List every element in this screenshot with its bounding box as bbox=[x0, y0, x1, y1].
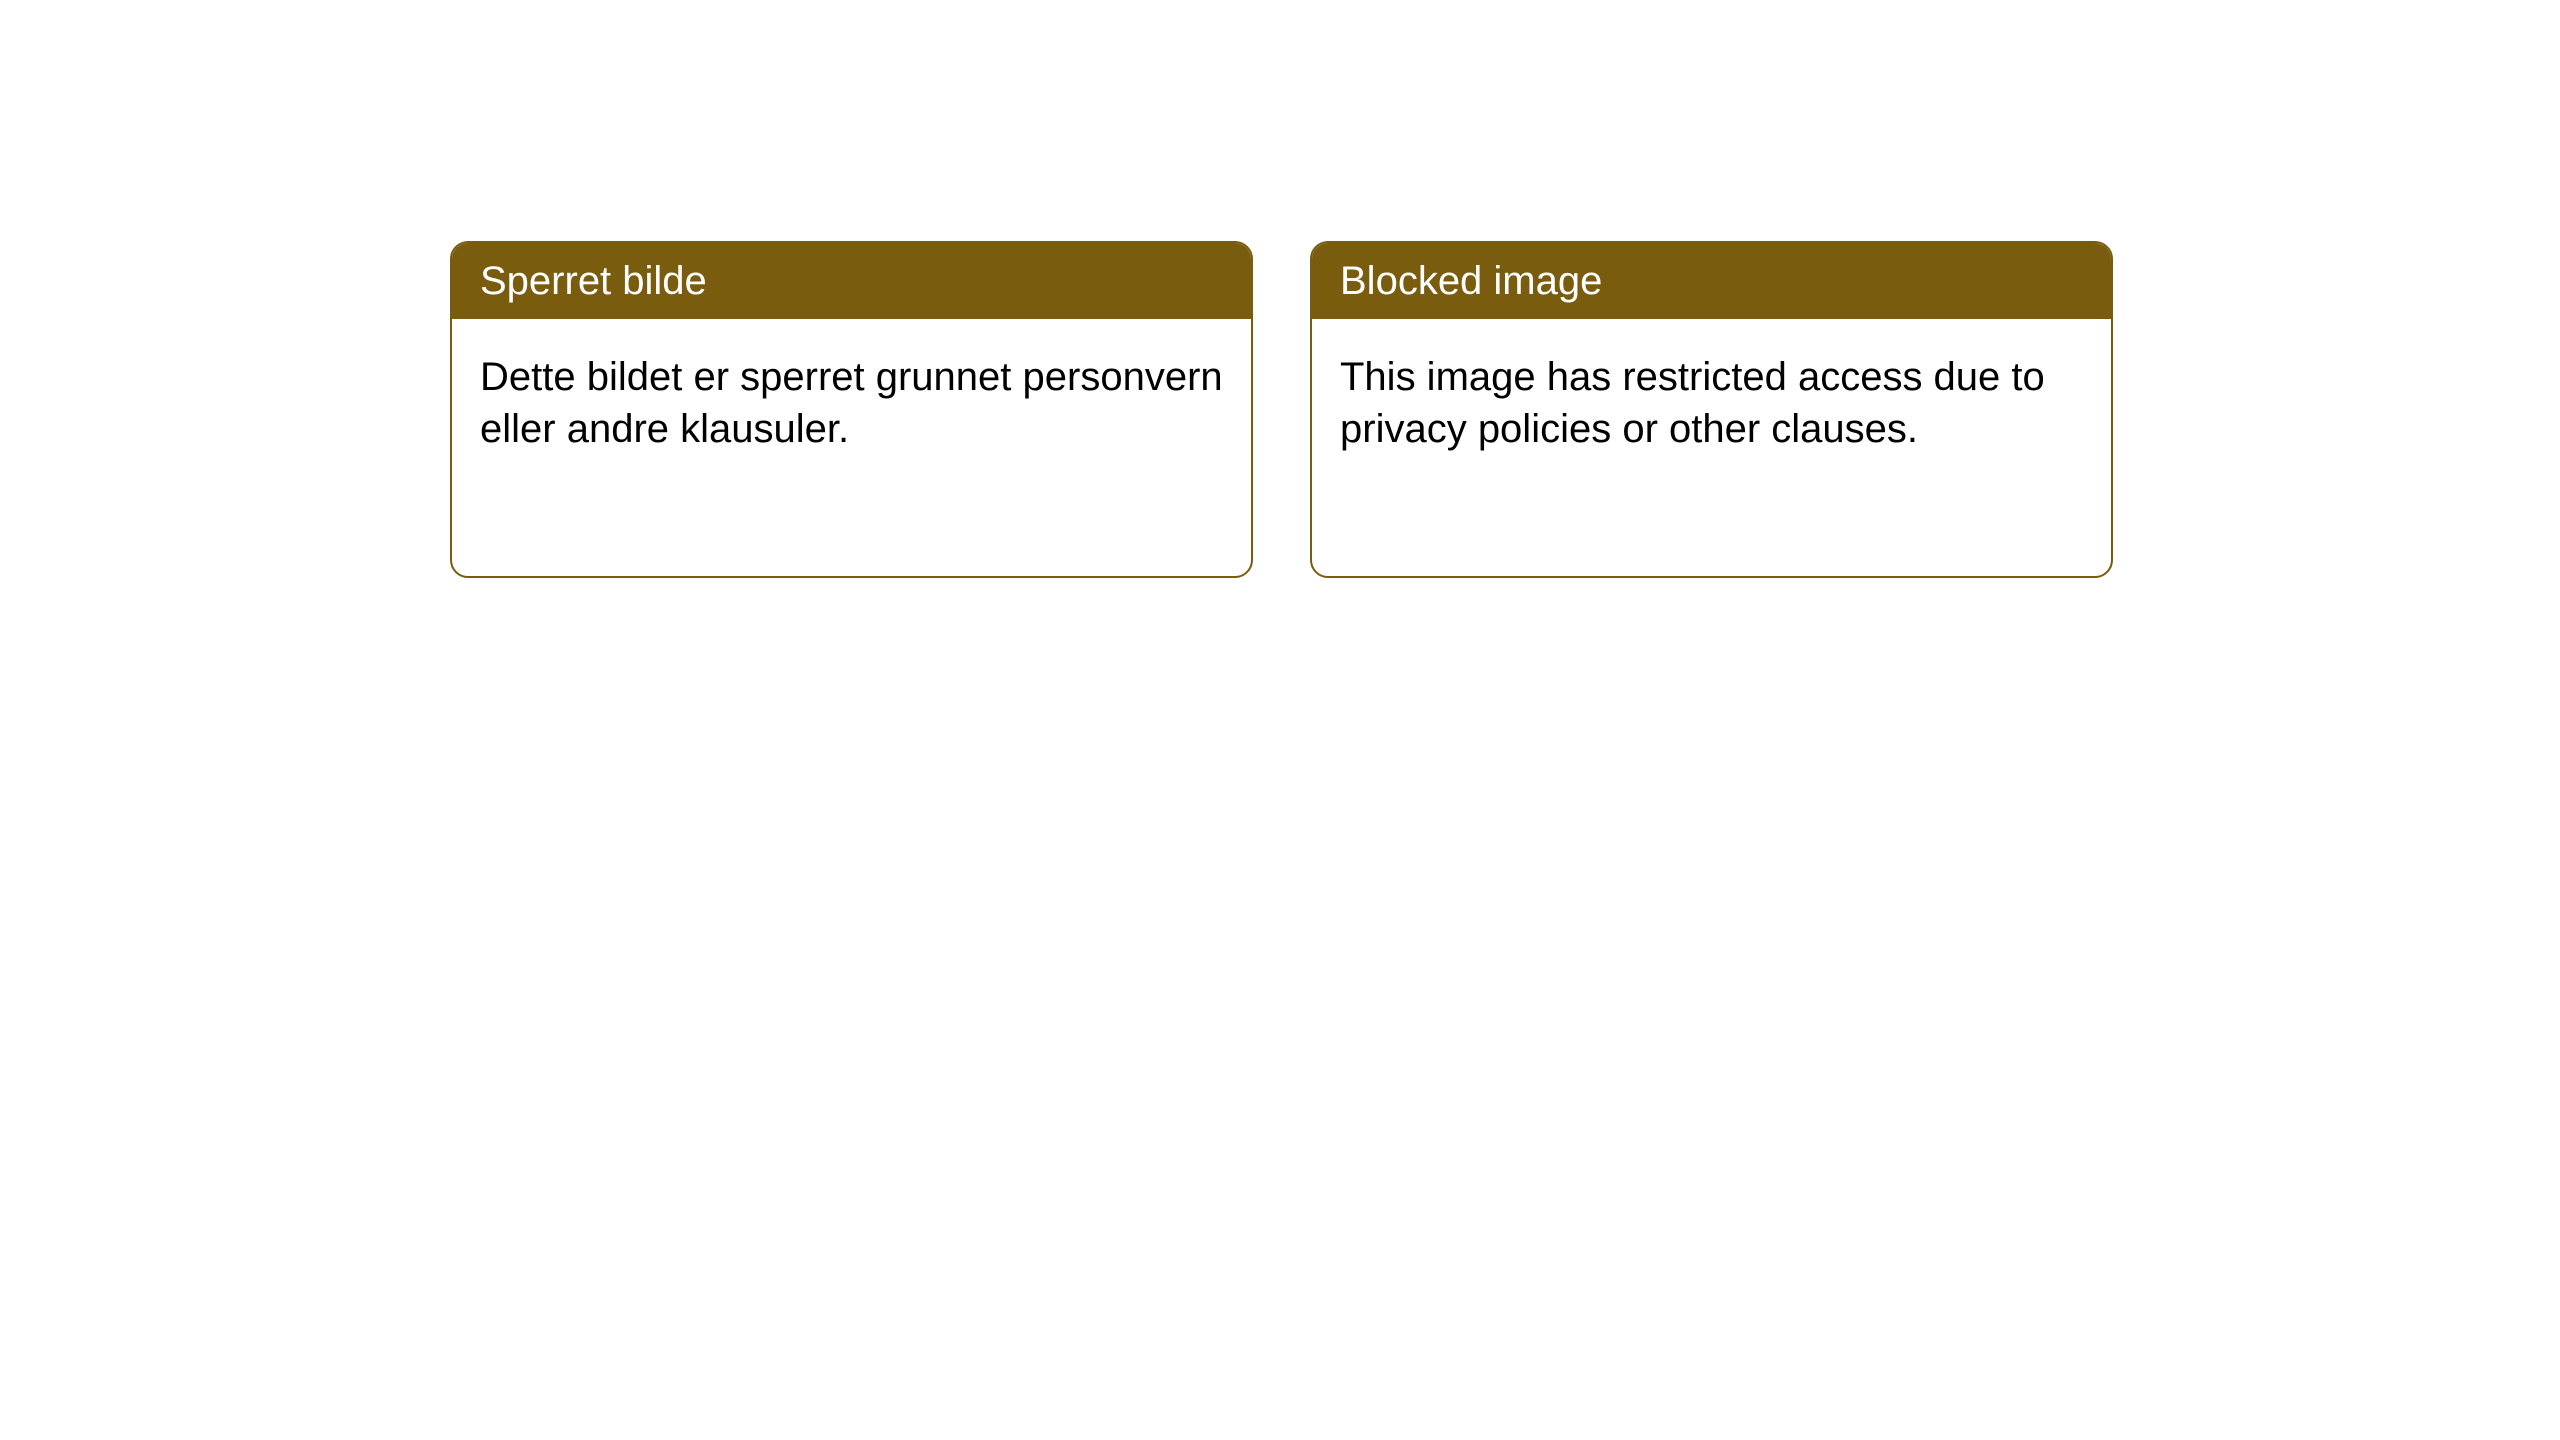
notice-cards-container: Sperret bilde Dette bildet er sperret gr… bbox=[450, 241, 2113, 578]
notice-card-english: Blocked image This image has restricted … bbox=[1310, 241, 2113, 578]
notice-card-header-text: Sperret bilde bbox=[480, 259, 707, 303]
notice-card-header: Sperret bilde bbox=[452, 243, 1251, 319]
notice-card-norwegian: Sperret bilde Dette bildet er sperret gr… bbox=[450, 241, 1253, 578]
notice-card-header: Blocked image bbox=[1312, 243, 2111, 319]
notice-card-body: Dette bildet er sperret grunnet personve… bbox=[452, 319, 1251, 487]
notice-card-body-text: Dette bildet er sperret grunnet personve… bbox=[480, 355, 1223, 451]
notice-card-header-text: Blocked image bbox=[1340, 259, 1602, 303]
notice-card-body: This image has restricted access due to … bbox=[1312, 319, 2111, 487]
notice-card-body-text: This image has restricted access due to … bbox=[1340, 355, 2045, 451]
